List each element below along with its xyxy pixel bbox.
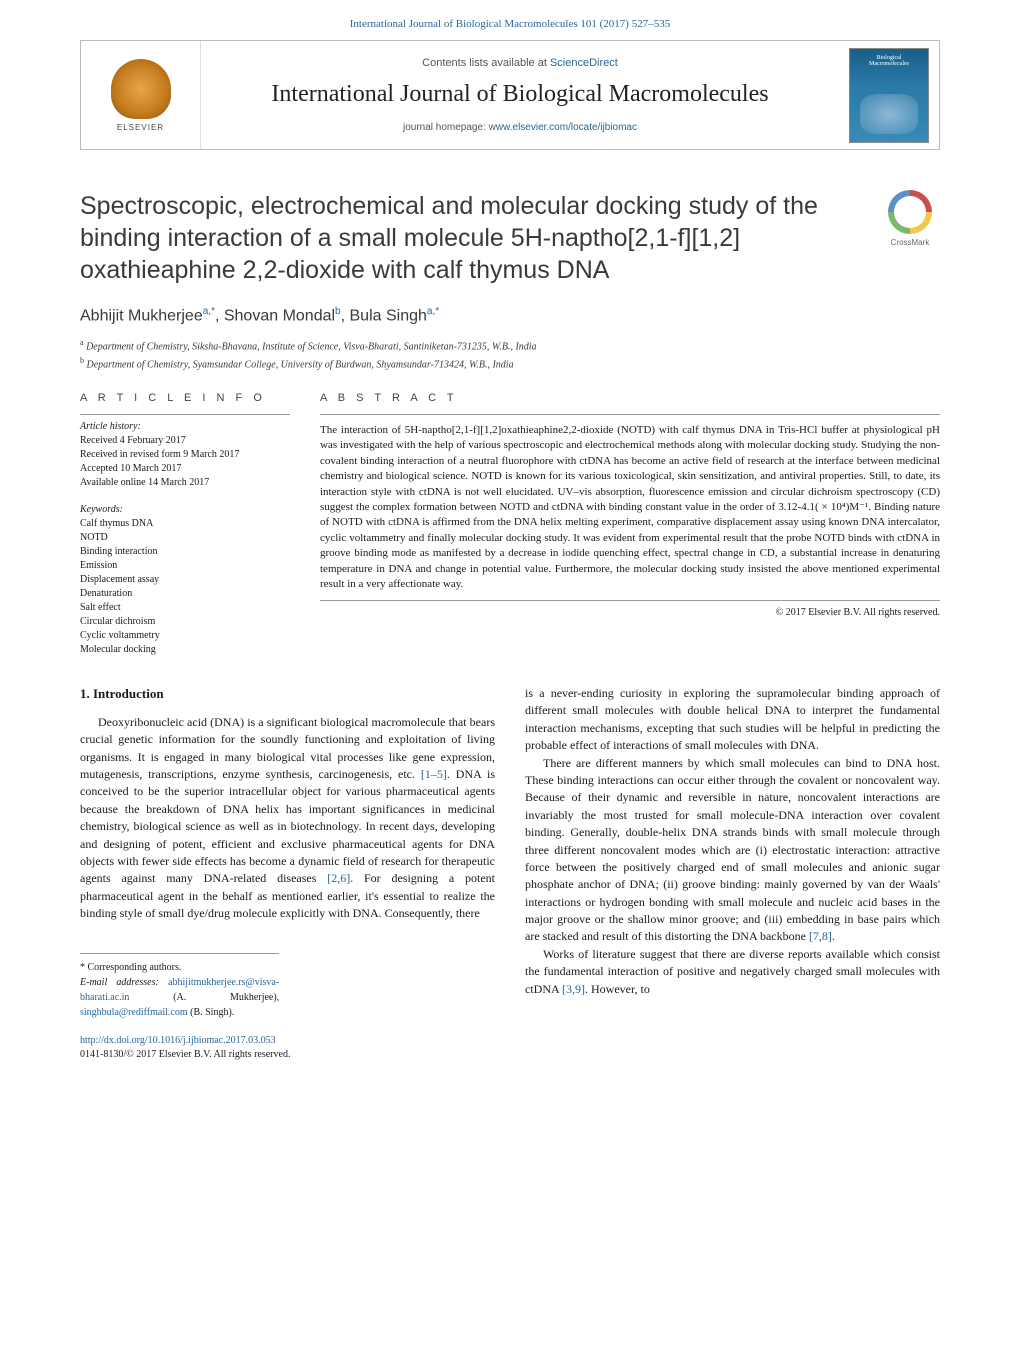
p1-text-b: . DNA is conceived to be the superior in… — [80, 767, 495, 885]
affiliation-b: b Department of Chemistry, Syamsundar Co… — [80, 355, 940, 372]
citation-header: International Journal of Biological Macr… — [0, 0, 1020, 40]
issn-copyright: 0141-8130/© 2017 Elsevier B.V. All right… — [80, 1048, 495, 1063]
article-info-column: A R T I C L E I N F O Article history: R… — [80, 392, 290, 657]
crossmark-label: CrossMark — [880, 238, 940, 247]
abstract-copyright: © 2017 Elsevier B.V. All rights reserved… — [320, 607, 940, 618]
keyword-item: Displacement assay — [80, 573, 290, 587]
intro-paragraph-1: Deoxyribonucleic acid (DNA) is a signifi… — [80, 714, 495, 923]
journal-cover-thumbnail[interactable]: Biological Macromolecules — [849, 48, 929, 143]
col2-paragraph-3: Works of literature suggest that there a… — [525, 946, 940, 998]
affiliation-a: a Department of Chemistry, Siksha-Bhavan… — [80, 337, 940, 354]
col2-paragraph-1: is a never-ending curiosity in exploring… — [525, 685, 940, 755]
section-number: 1. — [80, 686, 90, 701]
article-title: Spectroscopic, electrochemical and molec… — [80, 190, 860, 286]
journal-header-box: ELSEVIER Contents lists available at Sci… — [80, 40, 940, 150]
meta-row: A R T I C L E I N F O Article history: R… — [80, 392, 940, 657]
cover-text-2: Macromolecules — [850, 61, 928, 67]
body-column-right: is a never-ending curiosity in exploring… — [525, 685, 940, 1063]
email-2-name: (B. Singh). — [188, 1007, 235, 1018]
keyword-item: Molecular docking — [80, 643, 290, 657]
keyword-item: Cyclic voltammetry — [80, 629, 290, 643]
elsevier-tree-icon — [111, 59, 171, 119]
keywords-label: Keywords: — [80, 504, 290, 515]
contents-available-text: Contents lists available at — [422, 57, 550, 69]
ref-2-6[interactable]: [2,6] — [327, 871, 350, 885]
sciencedirect-link[interactable]: ScienceDirect — [550, 57, 618, 69]
history-revised: Received in revised form 9 March 2017 — [80, 448, 290, 462]
title-row: Spectroscopic, electrochemical and molec… — [80, 190, 940, 286]
doi-block: http://dx.doi.org/10.1016/j.ijbiomac.201… — [80, 1034, 495, 1063]
p3-text-b: . However, to — [585, 982, 650, 996]
keyword-item: Denaturation — [80, 587, 290, 601]
author-2-sup: b — [335, 306, 341, 317]
col2-paragraph-2: There are different manners by which sma… — [525, 755, 940, 946]
history-online: Available online 14 March 2017 — [80, 476, 290, 490]
ref-7-8[interactable]: [7,8] — [809, 929, 832, 943]
email-addresses: E-mail addresses: abhijitmukherjee.rs@vi… — [80, 975, 279, 1020]
keyword-item: NOTD — [80, 531, 290, 545]
keyword-item: Emission — [80, 559, 290, 573]
publisher-logo-cell: ELSEVIER — [81, 41, 201, 149]
elsevier-text: ELSEVIER — [117, 123, 164, 132]
email-2[interactable]: singhbula@rediffmail.com — [80, 1007, 188, 1018]
corresponding-authors: * Corresponding authors. — [80, 960, 279, 975]
doi-link[interactable]: http://dx.doi.org/10.1016/j.ijbiomac.201… — [80, 1035, 276, 1046]
journal-header-center: Contents lists available at ScienceDirec… — [201, 49, 839, 141]
abstract-body: The interaction of 5H-naptho[2,1-f][1,2]… — [320, 414, 940, 601]
keywords-list: Calf thymus DNANOTDBinding interactionEm… — [80, 517, 290, 657]
email-label: E-mail addresses: — [80, 977, 168, 988]
history-accepted: Accepted 10 March 2017 — [80, 462, 290, 476]
footnotes: * Corresponding authors. E-mail addresse… — [80, 953, 279, 1020]
abstract-column: A B S T R A C T The interaction of 5H-na… — [320, 392, 940, 657]
author-3-sup: a,* — [427, 306, 439, 317]
p2-text-b: . — [832, 929, 835, 943]
ref-1-5[interactable]: [1–5] — [421, 767, 447, 781]
author-2: Shovan Mondal — [224, 307, 335, 324]
keyword-item: Salt effect — [80, 601, 290, 615]
homepage-prefix: journal homepage: — [403, 122, 489, 133]
aff-a-text: Department of Chemistry, Siksha-Bhavana,… — [84, 342, 537, 353]
body-column-left: 1. Introduction Deoxyribonucleic acid (D… — [80, 685, 495, 1063]
crossmark-badge[interactable]: CrossMark — [880, 190, 940, 247]
author-3: Bula Singh — [350, 307, 427, 324]
contents-available-line: Contents lists available at ScienceDirec… — [213, 57, 827, 69]
history-received: Received 4 February 2017 — [80, 434, 290, 448]
corr-text: Corresponding authors. — [85, 962, 181, 973]
homepage-line: journal homepage: www.elsevier.com/locat… — [213, 122, 827, 133]
keyword-item: Calf thymus DNA — [80, 517, 290, 531]
email-1-name: (A. Mukherjee), — [129, 992, 279, 1003]
author-1: Abhijit Mukherjee — [80, 307, 203, 324]
ref-3-9[interactable]: [3,9] — [562, 982, 585, 996]
keyword-item: Binding interaction — [80, 545, 290, 559]
journal-cover-cell: Biological Macromolecules — [839, 41, 939, 149]
body-columns: 1. Introduction Deoxyribonucleic acid (D… — [80, 685, 940, 1063]
history-label: Article history: — [80, 421, 290, 432]
aff-b-text: Department of Chemistry, Syamsundar Coll… — [84, 359, 514, 370]
section-title: Introduction — [93, 686, 164, 701]
article-history: Article history: Received 4 February 201… — [80, 414, 290, 490]
authors-line: Abhijit Mukherjeea,*, Shovan Mondalb, Bu… — [80, 306, 940, 325]
keyword-item: Circular dichroism — [80, 615, 290, 629]
crossmark-icon — [888, 190, 932, 234]
elsevier-logo[interactable]: ELSEVIER — [101, 50, 181, 140]
article-info-label: A R T I C L E I N F O — [80, 392, 290, 404]
p2-text-a: There are different manners by which sma… — [525, 756, 940, 944]
citation-link[interactable]: International Journal of Biological Macr… — [350, 18, 670, 30]
affiliations: a Department of Chemistry, Siksha-Bhavan… — [80, 337, 940, 372]
journal-name: International Journal of Biological Macr… — [213, 81, 827, 108]
homepage-link[interactable]: www.elsevier.com/locate/ijbiomac — [489, 122, 637, 133]
section-heading-intro: 1. Introduction — [80, 685, 495, 704]
author-1-sup: a,* — [203, 306, 215, 317]
article-main: Spectroscopic, electrochemical and molec… — [0, 160, 1020, 1103]
abstract-label: A B S T R A C T — [320, 392, 940, 404]
